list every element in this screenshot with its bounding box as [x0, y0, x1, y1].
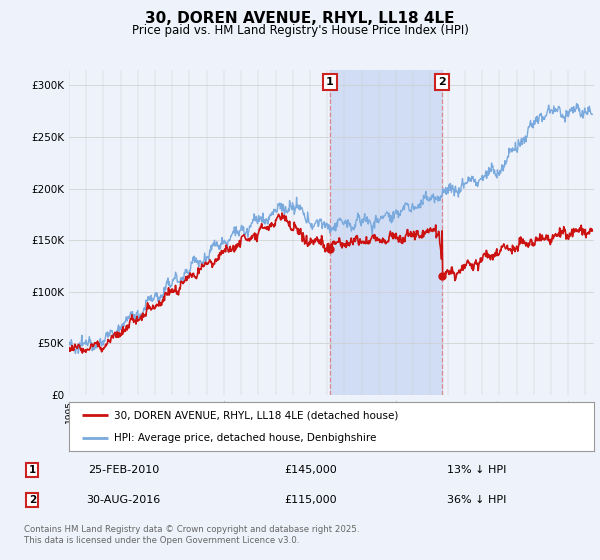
Text: 2: 2	[29, 495, 36, 505]
Text: Price paid vs. HM Land Registry's House Price Index (HPI): Price paid vs. HM Land Registry's House …	[131, 24, 469, 37]
Text: 30, DOREN AVENUE, RHYL, LL18 4LE: 30, DOREN AVENUE, RHYL, LL18 4LE	[145, 11, 455, 26]
Text: Contains HM Land Registry data © Crown copyright and database right 2025.
This d: Contains HM Land Registry data © Crown c…	[24, 525, 359, 545]
Text: £145,000: £145,000	[284, 465, 337, 475]
Text: 13% ↓ HPI: 13% ↓ HPI	[447, 465, 506, 475]
Text: 2: 2	[438, 77, 446, 87]
Bar	[330, 70, 442, 395]
Text: 1: 1	[29, 465, 36, 475]
Text: HPI: Average price, detached house, Denbighshire: HPI: Average price, detached house, Denb…	[113, 433, 376, 444]
Text: £115,000: £115,000	[285, 495, 337, 505]
Text: 25-FEB-2010: 25-FEB-2010	[88, 465, 159, 475]
Text: 30-AUG-2016: 30-AUG-2016	[86, 495, 160, 505]
Text: 36% ↓ HPI: 36% ↓ HPI	[447, 495, 506, 505]
Text: 1: 1	[326, 77, 334, 87]
Text: 30, DOREN AVENUE, RHYL, LL18 4LE (detached house): 30, DOREN AVENUE, RHYL, LL18 4LE (detach…	[113, 410, 398, 421]
